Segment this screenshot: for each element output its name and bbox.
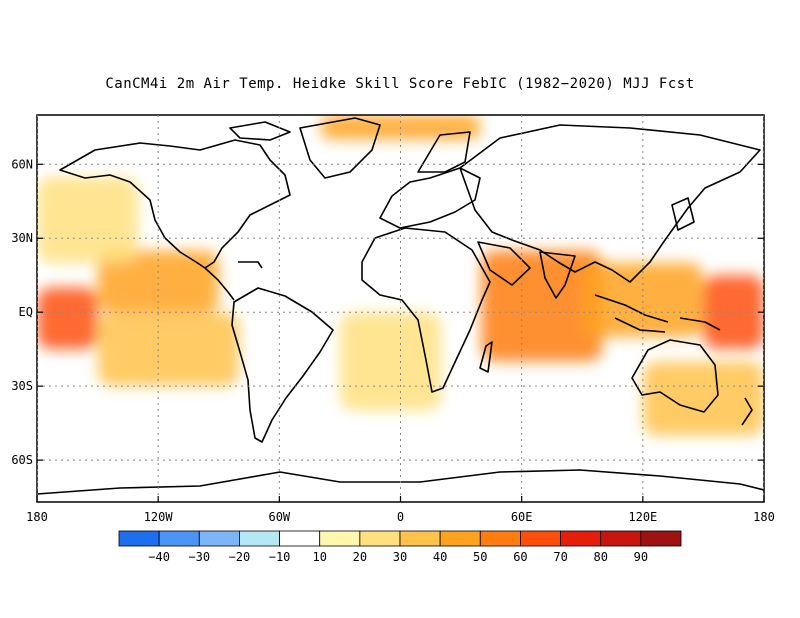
colorbar-label: 90 [634,550,648,564]
lon-tick-label: 60E [511,510,533,524]
colorbar-swatch [239,530,280,547]
colorbar-swatch [359,530,401,547]
lat-tick-label: 60N [11,157,33,171]
colorbar-label: −20 [229,550,251,564]
colorbar-swatch [198,530,240,547]
colorbar-label: −40 [148,550,170,564]
lon-tick-label: 180 [26,510,48,524]
colorbar-label: 30 [393,550,407,564]
graticule [37,115,764,502]
colorbar-label: −10 [269,550,291,564]
colorbar-label: 60 [513,550,527,564]
colorbar-label: 40 [433,550,447,564]
colorbar-swatch [560,530,602,547]
skill-region-5 [481,250,603,362]
skill-region-11 [279,423,361,461]
skill-region-9 [642,361,764,436]
skill-region-6 [582,262,704,337]
lon-tick-label: 60W [268,510,290,524]
skill-region-4 [37,176,138,263]
colorbar-swatch [399,530,441,547]
colorbar-label: 70 [553,550,567,564]
colorbar-swatch [319,530,361,547]
colorbar-swatch [479,530,521,547]
skill-region-10 [37,115,159,165]
lon-tick-label: 120W [144,510,174,524]
lon-tick-label: 120E [628,510,657,524]
colorbar-label: 20 [353,550,367,564]
map-title: CanCM4i 2m Air Temp. Heidke Skill Score … [105,76,695,92]
lat-tick-label: 30N [11,231,33,245]
lon-tick-label: 0 [397,510,404,524]
colorbar-swatch [600,530,642,547]
lat-tick-label: 60S [11,453,33,467]
colorbar: −40 −30 −20 −10 10 20 30 40 50 60 70 80 90 [118,530,682,564]
skill-region-1 [37,287,98,350]
colorbar-swatch [279,530,321,547]
colorbar-label: −30 [188,550,210,564]
colorbar-swatch [158,530,200,547]
map-axes: 60N 30N EQ 30S 60S 180 120W 60W 0 60E 120E 180 [11,157,775,524]
lon-tick-label: 180 [753,510,775,524]
colorbar-label: 10 [312,550,326,564]
lat-tick-label: EQ [19,305,33,319]
colorbar-swatch [439,530,481,547]
skill-region-2 [97,250,219,313]
colorbar-swatch [118,530,160,547]
colorbar-label: 50 [473,550,487,564]
skill-region-3 [97,312,239,387]
colorbar-label: 80 [593,550,607,564]
lat-tick-label: 30S [11,379,33,393]
colorbar-swatch [640,530,682,547]
colorbar-swatch [520,530,561,547]
